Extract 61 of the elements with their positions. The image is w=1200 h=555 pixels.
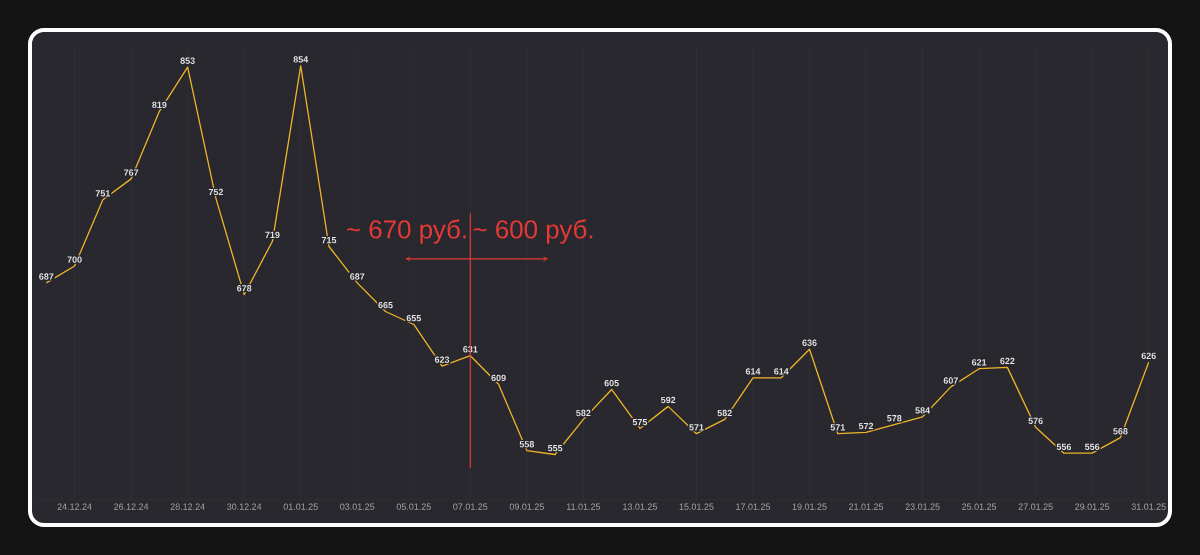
data-label: 592 [660, 396, 676, 404]
data-label: 700 [67, 256, 82, 263]
x-tick-label: 29.01.25 [1075, 503, 1110, 510]
data-label: 568 [1113, 428, 1128, 435]
x-tick-label: 23.01.25 [905, 503, 940, 510]
data-label: 614 [745, 368, 761, 375]
x-tick-label: 11.01.25 [566, 503, 601, 510]
data-label: 578 [887, 415, 902, 422]
data-label: 582 [576, 409, 591, 417]
x-tick-label: 25.01.25 [962, 503, 997, 510]
data-label: 607 [943, 377, 958, 384]
data-label: 621 [971, 359, 987, 366]
data-label: 558 [519, 441, 535, 448]
x-tick-label: 30.12.24 [227, 503, 262, 510]
x-tick-label: 13.01.25 [623, 503, 657, 510]
data-label: 556 [1056, 443, 1072, 450]
data-label: 571 [689, 424, 704, 431]
x-tick-label: 15.01.25 [679, 503, 714, 510]
data-label: 636 [802, 339, 817, 346]
annotation: ~ 670 руб. [347, 219, 466, 244]
data-label: 556 [1084, 443, 1100, 450]
data-label: 626 [1141, 352, 1156, 359]
x-tick-label: 03.01.25 [340, 503, 375, 510]
data-label: 572 [858, 422, 874, 430]
x-tick-label: 17.01.25 [736, 503, 771, 510]
x-tick-label: 01.01.25 [283, 503, 318, 510]
data-label: 767 [124, 169, 139, 176]
x-tick-label: 09.01.25 [509, 503, 544, 510]
x-tick-label: 21.01.25 [849, 503, 884, 510]
data-label: 751 [95, 190, 111, 197]
x-tick-label: 31.01.25 [1131, 503, 1166, 510]
data-label: 687 [39, 273, 54, 280]
data-label: 853 [180, 57, 195, 64]
x-tick-label: 19.01.25 [792, 503, 827, 510]
annotation: ~ 600 руб. [473, 219, 593, 244]
data-label: 609 [491, 374, 506, 382]
data-label: 584 [915, 407, 930, 414]
x-tick-label: 28.12.24 [170, 503, 205, 510]
data-label: 571 [830, 424, 845, 431]
data-label: 715 [321, 237, 337, 244]
data-label: 623 [434, 356, 450, 363]
data-label: 655 [406, 314, 421, 322]
data-label: 576 [1028, 417, 1043, 424]
x-tick-label: 07.01.25 [453, 503, 488, 510]
data-label: 605 [604, 379, 619, 387]
data-label: 819 [152, 101, 167, 109]
data-label: 582 [717, 409, 732, 417]
x-tick-label: 27.01.25 [1018, 503, 1053, 510]
data-label: 752 [208, 188, 224, 196]
x-tick-label: 05.01.25 [396, 503, 431, 510]
data-label: 687 [350, 273, 365, 280]
x-tick-label: 24.12.24 [57, 503, 92, 510]
data-label: 854 [293, 56, 309, 63]
data-label: 622 [1000, 357, 1015, 365]
data-label: 555 [547, 445, 563, 452]
data-label: 678 [237, 285, 252, 292]
data-label: 665 [378, 301, 393, 309]
data-label: 614 [774, 368, 789, 375]
x-tick-label: 26.12.24 [114, 503, 149, 510]
data-label: 719 [265, 231, 280, 239]
data-label: 575 [632, 419, 648, 426]
